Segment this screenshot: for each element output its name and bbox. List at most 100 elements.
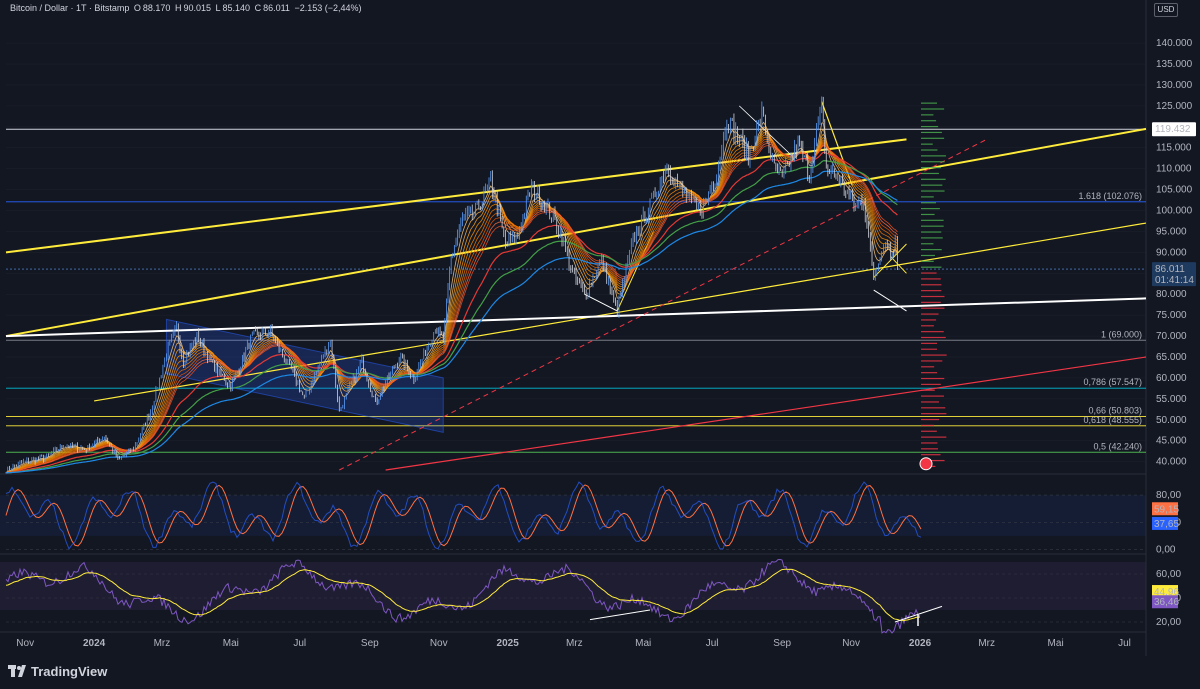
volume-profile-bar	[921, 284, 942, 286]
fib-level-label: 0,5 (42.240)	[1093, 441, 1142, 451]
rsi-band	[0, 562, 1146, 610]
volume-profile-bar	[921, 336, 946, 339]
volume-profile-bar	[921, 213, 935, 216]
local-pattern-line	[890, 256, 907, 274]
volume-profile-bar	[921, 231, 942, 233]
x-tick-label: Sep	[773, 638, 791, 649]
rsi-value-bg	[1152, 585, 1178, 599]
ema-ribbon-line	[5, 134, 898, 474]
rsi-last-value: 36,46	[1154, 597, 1179, 608]
ema-ribbon-line	[5, 143, 898, 474]
x-tick-label: 2024	[83, 638, 106, 649]
tradingview-logo-icon	[8, 664, 26, 677]
open-label: O	[133, 3, 141, 13]
volume-profile-bar	[921, 348, 937, 350]
volume-profile-bar	[921, 131, 942, 134]
volume-profile-bar	[921, 395, 944, 397]
volume-profile-bar	[921, 278, 941, 280]
volume-profile-bar	[921, 143, 933, 145]
ema-ribbon-line	[5, 121, 898, 474]
ema-ribbon-line	[5, 145, 898, 474]
high-label: H	[174, 3, 182, 13]
support-trendline	[5, 297, 1147, 338]
chart-canvas[interactable]: 40.000 45.000 50.000 55.000 60.000 65.000 70.0…	[0, 0, 1200, 656]
volume-profile-bar	[921, 272, 937, 274]
price-tick-label: 140.000	[1156, 38, 1193, 49]
rsi-tick-label: 60,00	[1156, 569, 1181, 580]
stoch-last-value: 37,65	[1154, 519, 1179, 530]
volume-profile-bar	[921, 219, 944, 221]
stoch-tick-label: 80,00	[1156, 490, 1181, 501]
price-tick-label: 80.000	[1156, 289, 1187, 300]
local-divergence-line	[584, 293, 618, 312]
fib-level-label: 0,786 (57.547)	[1083, 377, 1142, 387]
volume-profile-bar	[921, 120, 937, 122]
rsi-ma-line	[5, 568, 921, 622]
rsi-value-bg	[1152, 595, 1178, 609]
upper-channel-trendline	[5, 127, 1147, 338]
ema-ribbon-line	[5, 140, 898, 474]
high-value: 90.015	[183, 3, 211, 13]
volume-profile-bar	[921, 301, 941, 303]
volume-profile-bar	[921, 237, 943, 239]
tradingview-logo[interactable]: TradingView	[8, 664, 107, 679]
ema-ribbon-line	[5, 132, 898, 474]
x-tick-label: Jul	[706, 638, 719, 649]
volume-profile-bar	[921, 372, 938, 374]
lower-channel-trendline	[94, 222, 1147, 402]
x-tick-label: Mai	[635, 638, 651, 649]
stoch-value-bg	[1152, 516, 1178, 530]
volume-profile-bar	[921, 266, 942, 268]
price-tick-label: 40.000	[1156, 457, 1187, 468]
volume-profile-bar	[921, 442, 938, 444]
rsi-tick-label: 20,00	[1156, 617, 1181, 628]
volume-profile-bar	[921, 208, 940, 210]
x-tick-label: Jul	[1118, 638, 1131, 649]
close-label: C	[254, 3, 262, 13]
fib-level-label: 1 (69.000)	[1101, 329, 1142, 339]
volume-profile-bar	[921, 389, 935, 391]
footer-bar: TradingView	[0, 656, 1200, 689]
price-tick-label: 60.000	[1156, 373, 1187, 384]
price-tick-label: 55.000	[1156, 394, 1187, 405]
volume-profile-bar	[921, 260, 934, 262]
close-value: 86.011	[263, 3, 290, 13]
volume-profile-bar	[921, 313, 939, 315]
symbol-title[interactable]: Bitcoin / Dollar · 1T · Bitstamp	[10, 3, 130, 13]
volume-profile-bar	[921, 401, 939, 403]
volume-profile-bar	[921, 354, 947, 356]
volume-profile-bar	[921, 454, 941, 456]
current-price-label-bg	[1152, 262, 1196, 287]
stoch-value-bg	[1152, 502, 1178, 516]
local-divergence-line	[873, 289, 907, 312]
x-tick-label: Nov	[842, 638, 860, 649]
ema-ribbon-line	[5, 138, 898, 474]
volume-profile-bar	[921, 307, 945, 309]
price-label-119432-bg	[1152, 122, 1196, 137]
stoch-tick-label: 0,00	[1156, 545, 1176, 556]
currency-button[interactable]: USD	[1154, 3, 1178, 17]
moving-average-line	[5, 151, 898, 474]
x-tick-label: Nov	[16, 638, 34, 649]
volume-profile-bar	[921, 342, 938, 344]
change-value: −2.153 (−2,44%)	[294, 3, 362, 13]
volume-profile-bar	[921, 430, 937, 432]
rsi-line	[5, 558, 921, 634]
fib-level-label: 0,66 (50.803)	[1088, 405, 1142, 415]
price-tick-label: 130.000	[1156, 80, 1193, 91]
volume-profile-bar	[921, 125, 939, 128]
current-price-label-countdown: 01:41:14	[1155, 275, 1194, 286]
volume-profile-bar	[921, 178, 946, 180]
volume-profile-bar	[921, 161, 945, 163]
volume-profile-bar	[921, 102, 938, 104]
price-tick-label: 135.000	[1156, 59, 1193, 70]
price-tick-label: 95.000	[1156, 226, 1187, 237]
stoch-last-value: 59,15	[1154, 504, 1179, 515]
price-tick-label: 115.000	[1156, 143, 1192, 154]
volume-profile-bar	[921, 202, 936, 204]
fib-level-label: 1.618 (102.076)	[1078, 191, 1142, 201]
x-tick-label: Mai	[1048, 638, 1064, 649]
volume-profile-bar	[921, 360, 943, 362]
volume-profile-bar	[921, 184, 943, 186]
x-tick-label: Mai	[223, 638, 239, 649]
